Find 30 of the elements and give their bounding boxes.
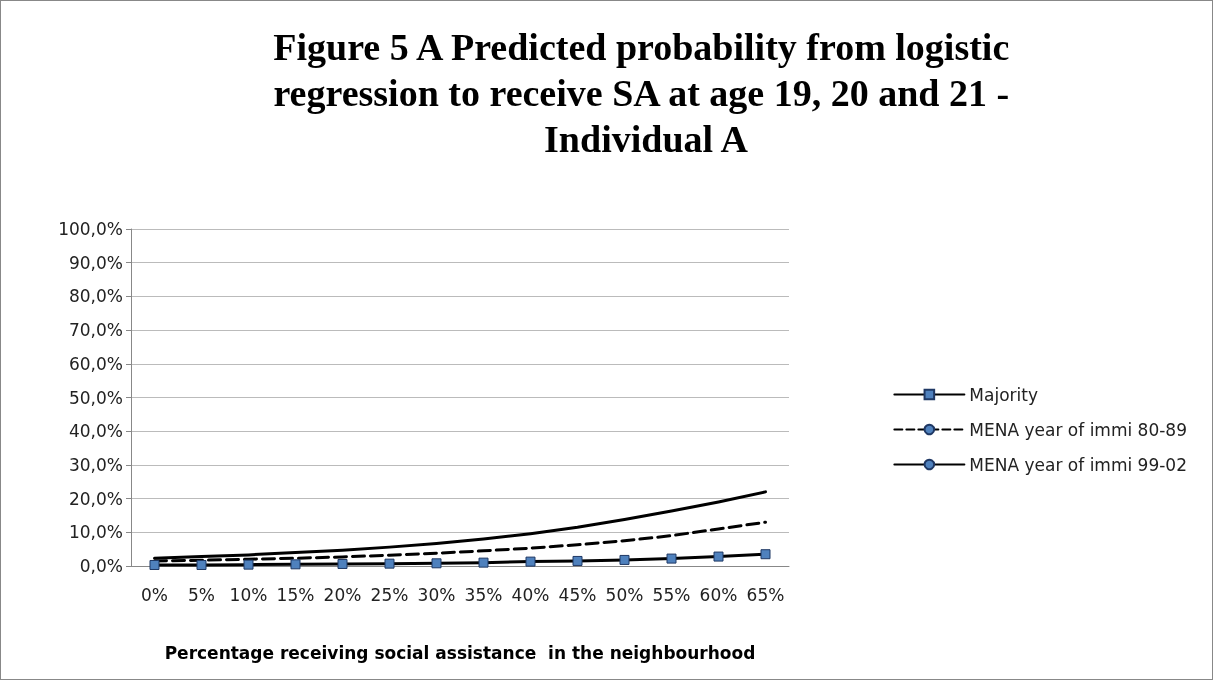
x-axis-title: Percentage receiving social assistance in the neighbourhood: [164, 642, 756, 663]
y-tick-label: 90,0%: [68, 252, 123, 273]
y-tick-label: 10,0%: [68, 522, 123, 543]
x-tick-label: 50%: [605, 584, 644, 605]
x-tick-label: 45%: [558, 584, 597, 605]
y-tick-label: 80,0%: [68, 286, 123, 307]
y-tick-label: 30,0%: [68, 454, 123, 475]
legend-label: MENA year of immi 80-89: [969, 419, 1188, 440]
x-tick-label: 30%: [417, 584, 456, 605]
y-tick-label: 40,0%: [68, 421, 123, 442]
x-tick-label: 25%: [370, 584, 409, 605]
x-tick-label: 10%: [229, 584, 268, 605]
y-tick-label: 60,0%: [68, 353, 123, 374]
x-tick-label: 65%: [746, 584, 785, 605]
y-tick-label: 20,0%: [68, 488, 123, 509]
chart-title: Figure 5 A Predicted probability from logistic regression to receive SA at age 19, 20 and 21 - Individual A: [273, 26, 1019, 160]
x-tick-label: 40%: [511, 584, 550, 605]
x-tick-label: 5%: [188, 584, 215, 605]
x-tick-label: 60%: [699, 584, 738, 605]
x-tick-label: 0%: [141, 584, 168, 605]
x-tick-label: 55%: [652, 584, 691, 605]
y-tick-label: 50,0%: [68, 387, 123, 408]
y-tick-label: 100,0%: [58, 219, 123, 239]
x-tick-label: 35%: [464, 584, 503, 605]
legend-label: MENA year of immi 99-02: [969, 454, 1188, 475]
x-tick-label: 20%: [323, 584, 362, 605]
x-tick-label: 15%: [276, 584, 315, 605]
y-tick-label: 70,0%: [68, 320, 123, 341]
y-tick-label: 0,0%: [79, 556, 123, 576]
legend-label: Majority: [969, 384, 1039, 405]
